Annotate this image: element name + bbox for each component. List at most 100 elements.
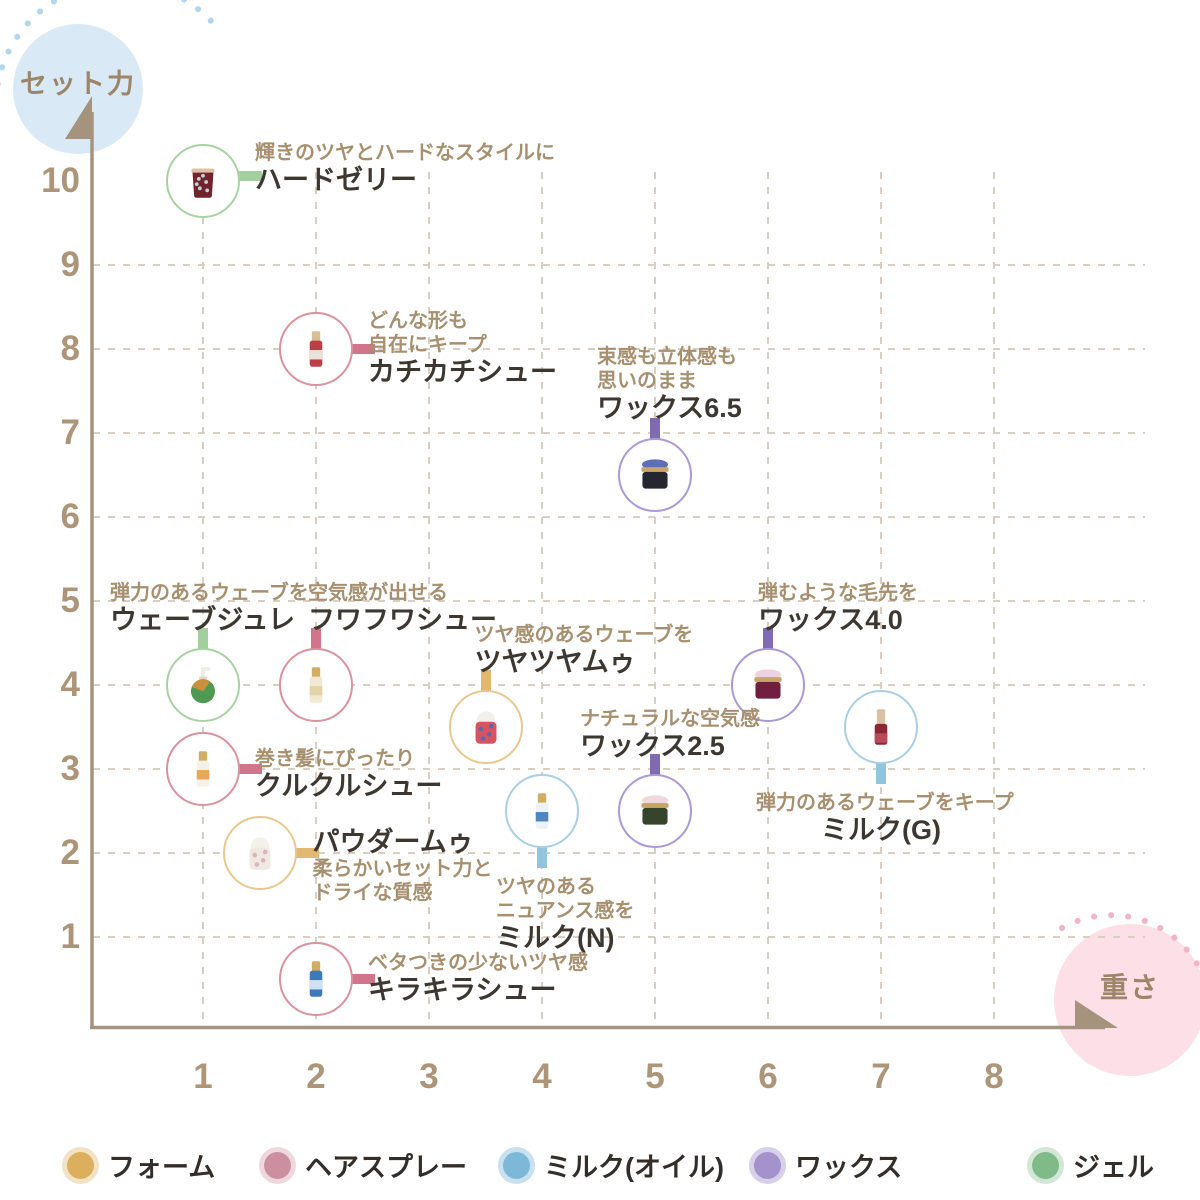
legend-dot-foam xyxy=(66,1151,94,1179)
product-circle xyxy=(279,312,353,386)
product-name: ツヤツヤムゥ xyxy=(474,647,636,677)
product-circle xyxy=(618,774,692,848)
y-tick-label: 6 xyxy=(60,497,80,536)
product-name: ウェーブジュレ xyxy=(110,605,295,635)
product-label: ツヤのある ニュアンス感を ミルク(N) xyxy=(496,875,634,953)
product-icon xyxy=(641,459,669,489)
x-axis-label: 重さ xyxy=(1099,972,1160,1003)
product-label: 弾力のあるウェーブを ウェーブジュレ xyxy=(110,581,309,635)
product-connector xyxy=(294,848,319,858)
product-circle xyxy=(618,438,692,512)
y-tick-label: 1 xyxy=(60,917,80,956)
product-name: クルクルシュー xyxy=(255,771,443,801)
product-icon xyxy=(475,711,496,744)
legend-label-gel: ジェル xyxy=(1073,1152,1154,1183)
y-tick-label: 5 xyxy=(60,581,80,620)
product-icon xyxy=(641,795,669,825)
product-connector xyxy=(351,344,375,354)
product-label: 弾むような毛先を ワックス4.0 xyxy=(758,581,918,635)
product-description-line: 思いのまま xyxy=(597,370,697,392)
product-name: ワックス6.5 xyxy=(597,393,742,423)
x-tick-label: 6 xyxy=(758,1057,778,1096)
product-name: パウダームゥ xyxy=(312,827,474,857)
product-icon xyxy=(754,669,782,699)
x-tick-label: 5 xyxy=(645,1057,665,1096)
product-connector xyxy=(876,761,886,784)
y-tick-label: 2 xyxy=(60,833,80,872)
product-circle xyxy=(505,774,579,848)
product-circle xyxy=(448,690,523,764)
product-connector xyxy=(763,628,773,651)
product-label: 輝きのツヤとハードなスタイルに ハードゼリー xyxy=(255,141,555,195)
x-tick-label: 7 xyxy=(871,1057,891,1096)
x-tick-label: 1 xyxy=(193,1057,213,1096)
product-description-line: ナチュラルな空気感 xyxy=(580,708,760,730)
legend-dot-spray xyxy=(263,1151,291,1179)
product-circle xyxy=(279,648,353,722)
x-tick-label: 8 xyxy=(984,1057,1004,1096)
product-circle xyxy=(166,648,240,722)
product-label: 巻き髪にぴったり クルクルシュー xyxy=(255,747,442,801)
y-tick-label: 10 xyxy=(41,161,80,200)
product-description-line: ニュアンス感を xyxy=(496,900,635,922)
product-icon xyxy=(191,168,215,198)
product-description-line: ドライな質感 xyxy=(312,882,433,904)
product-label: ベタつきの少ないツヤ感 キラキラシュー xyxy=(368,951,588,1005)
product-circle xyxy=(731,648,805,722)
product-icon xyxy=(874,709,888,745)
product-description-line: 弾力のあるウェーブをキープ xyxy=(756,792,1014,814)
product-icon xyxy=(190,667,216,704)
product-connector xyxy=(650,418,660,441)
y-axis-label-bubble: セット力 xyxy=(13,24,143,154)
product-name: フワフワシュー xyxy=(308,605,497,635)
x-tick-label: 3 xyxy=(419,1057,439,1096)
product-description-line: 弾力のあるウェーブを xyxy=(110,582,309,604)
product-description-line: 輝きのツヤとハードなスタイルに xyxy=(255,142,555,164)
product-connector xyxy=(311,628,321,651)
product-icon xyxy=(309,331,323,367)
product-name: ミルク(N) xyxy=(496,923,615,953)
product-description-line: 弾むような毛先を xyxy=(758,582,918,604)
product-label: パウダームゥ 柔らかいセット力と ドライな質感 xyxy=(313,827,493,905)
x-tick-label: 2 xyxy=(306,1057,326,1096)
y-tick-label: 9 xyxy=(60,245,80,284)
product-label: 束感も立体感も 思いのまま ワックス6.5 xyxy=(597,345,742,423)
product-name: ハードゼリー xyxy=(255,165,417,195)
product-connector xyxy=(351,974,375,984)
product-name: キラキラシュー xyxy=(368,975,557,1005)
legend-dot-gel xyxy=(1031,1151,1059,1179)
product-description-line: ベタつきの少ないツヤ感 xyxy=(368,952,588,974)
legend-dot-milk xyxy=(502,1151,530,1179)
product-icon xyxy=(309,961,323,997)
product-label: ツヤ感のあるウェーブを ツヤツヤムゥ xyxy=(475,623,694,677)
product-description-line: ツヤのある xyxy=(496,876,596,898)
product-circle xyxy=(844,690,918,764)
product-label: 空気感が出せる フワフワシュー xyxy=(308,581,497,635)
product-circle xyxy=(222,816,297,890)
y-tick-label: 7 xyxy=(60,413,80,452)
product-name: ミルク(G) xyxy=(821,815,941,845)
product-label: ナチュラルな空気感 ワックス2.5 xyxy=(580,707,760,761)
y-axis-label: セット力 xyxy=(20,68,136,99)
y-tick-label: 8 xyxy=(60,329,80,368)
product-label: 弾力のあるウェーブをキープ ミルク(G) xyxy=(756,791,1014,845)
legend-label-spray: ヘアスプレー xyxy=(305,1152,467,1183)
product-description-line: 巻き髪にぴったり xyxy=(255,748,415,770)
product-description-line: 束感も立体感も xyxy=(597,346,737,368)
product-connector xyxy=(198,628,208,651)
product-label: どんな形も 自在にキープ カチカチシュー xyxy=(368,309,557,387)
x-tick-label: 4 xyxy=(532,1057,552,1096)
product-description-line: 自在にキープ xyxy=(368,334,487,356)
product-description-line: どんな形も xyxy=(368,310,468,332)
product-name: ワックス2.5 xyxy=(580,731,725,761)
product-circle xyxy=(166,144,240,218)
y-tick-label: 4 xyxy=(60,665,80,704)
product-connector xyxy=(537,845,547,868)
product-description-line: 空気感が出せる xyxy=(308,582,448,604)
y-tick-label: 3 xyxy=(60,749,80,788)
product-connector xyxy=(238,171,262,181)
product-connector xyxy=(650,754,660,777)
product-icon xyxy=(309,667,323,703)
product-circle xyxy=(166,732,240,806)
